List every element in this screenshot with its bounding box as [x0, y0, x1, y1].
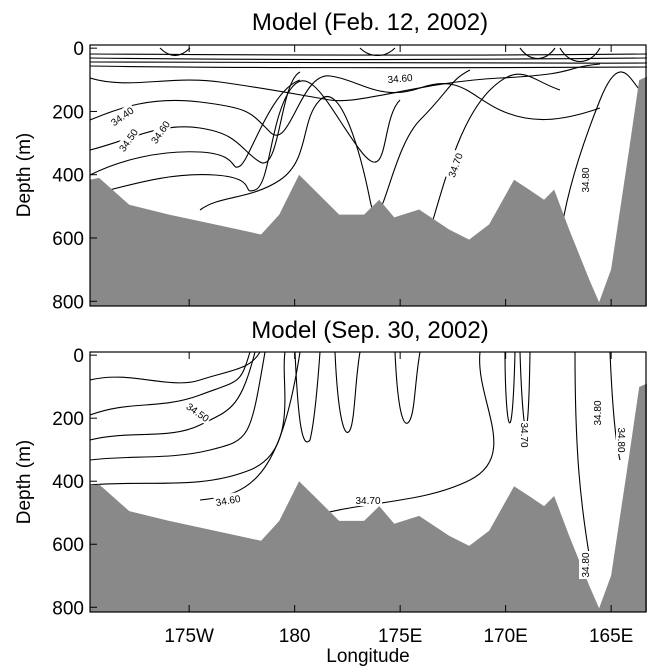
y-tick-label: 600 [52, 229, 84, 250]
contour-label: 34.80 [593, 400, 604, 425]
contour-label: 34.60 [215, 494, 242, 509]
contour-label-bg [616, 426, 628, 454]
contour-label-bg [354, 494, 382, 506]
y-tick-label: 0 [73, 346, 84, 367]
contour-label: 34.80 [581, 167, 592, 192]
y-tick-label: 800 [52, 292, 84, 313]
contour-label: 34.80 [615, 427, 626, 452]
contour-label-bg [385, 70, 415, 86]
y-tick-label: 0 [73, 39, 84, 60]
x-tick-label: 175W [164, 626, 214, 647]
contour-label-bg [107, 103, 137, 129]
contour-label: 34.70 [447, 151, 466, 179]
contour-label-bg [444, 149, 466, 181]
panel-title: Model (Sep. 30, 2002) [251, 317, 488, 344]
contour-lines [90, 352, 621, 561]
contour-label: 34.70 [355, 496, 380, 507]
y-tick-label: 200 [52, 409, 84, 430]
contour-label-bg [115, 125, 141, 155]
y-tick-label: 400 [52, 472, 84, 493]
x-tick-label: 175E [378, 626, 422, 647]
contour-label-bg [591, 399, 603, 427]
x-tick-label: 170E [483, 626, 527, 647]
plot-frame [89, 351, 647, 613]
contour-label: 34.80 [581, 552, 592, 577]
y-tick-label: 600 [52, 535, 84, 556]
x-tick-label: 165E [589, 626, 633, 647]
contour-label-bg [183, 399, 213, 425]
y-tick-label: 800 [52, 598, 84, 619]
y-tick-label: 400 [52, 166, 84, 187]
x-axis-label: Longitude [326, 646, 409, 666]
contour-label-bg [579, 551, 591, 579]
contour-label-bg [147, 117, 173, 147]
y-axis-label: Depth (m) [14, 440, 35, 524]
contour-label: 34.70 [518, 422, 529, 447]
contour-label-bg [213, 491, 243, 509]
contour-label-bg [579, 166, 591, 194]
bathymetry [90, 76, 647, 306]
bathymetry [90, 383, 647, 612]
y-axis-label: Depth (m) [14, 133, 35, 217]
panel-title: Model (Feb. 12, 2002) [252, 9, 488, 36]
x-tick-label: 180 [279, 626, 311, 647]
contour-label-bg [519, 421, 531, 449]
contour-label: 34.60 [387, 73, 413, 86]
plot-frame [89, 44, 647, 307]
y-tick-label: 200 [52, 102, 84, 123]
